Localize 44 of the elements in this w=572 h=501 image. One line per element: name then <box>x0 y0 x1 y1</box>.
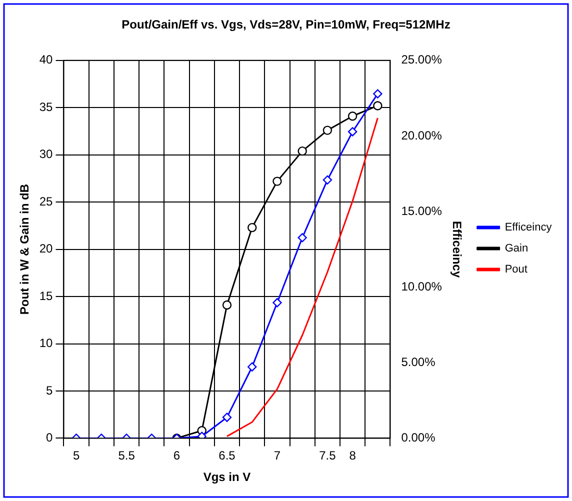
y2-tick-label: 5.00% <box>401 354 436 369</box>
y-tick-label: 5 <box>46 383 54 398</box>
y-axis-title: Pout in W & Gain in dB <box>18 184 32 315</box>
point <box>298 146 307 156</box>
y-tick-label: 15 <box>39 288 54 303</box>
y-tick-label: 0 <box>46 430 54 445</box>
y2-tick-label: 10.00% <box>401 279 442 294</box>
y-tick-label: 30 <box>39 147 54 162</box>
point <box>222 300 232 310</box>
point <box>373 89 382 98</box>
point <box>248 222 257 232</box>
x-tick-label: 5 <box>72 448 80 463</box>
x-tick-label: 7 <box>274 448 281 463</box>
point <box>248 362 257 372</box>
point <box>322 126 332 135</box>
point <box>348 127 358 136</box>
y-tick-label: 10 <box>39 336 54 350</box>
point <box>197 432 206 438</box>
point <box>222 412 232 422</box>
point <box>298 233 307 242</box>
x-tick-label: 8 <box>349 448 356 463</box>
chart-title: Pout/Gain/Eff vs. Vgs, Vds=28V, Pin=10mW, Freq=512MHz <box>122 18 450 32</box>
y-tick-label: 20 <box>39 242 54 256</box>
y-tick-label: 40 <box>39 52 54 67</box>
y2-tick-label: 20.00% <box>401 128 442 142</box>
y2-axis-title: Efficeincy <box>450 220 464 278</box>
x-tick-label: 6.5 <box>218 448 236 463</box>
point <box>322 175 332 185</box>
y2-tick-label: 15.00% <box>401 204 442 218</box>
legend-label: Gain <box>504 242 528 255</box>
legend-label: Efficeincy <box>504 222 552 234</box>
x-tick-label: 5.5 <box>118 448 136 463</box>
point <box>272 176 282 186</box>
x-tick-label: 7.5 <box>319 448 336 463</box>
point <box>373 101 382 110</box>
y2-tick-label: 0.00% <box>401 430 436 445</box>
point <box>272 298 282 308</box>
x-axis-title: Vgs in V <box>203 470 251 484</box>
y-tick-label: 25 <box>39 194 54 208</box>
legend-label: Pout <box>504 264 528 276</box>
y-tick-label: 35 <box>39 100 54 114</box>
y2-tick-label: 25.00% <box>401 52 442 67</box>
x-tick-label: 6 <box>173 448 180 463</box>
point <box>348 112 358 121</box>
